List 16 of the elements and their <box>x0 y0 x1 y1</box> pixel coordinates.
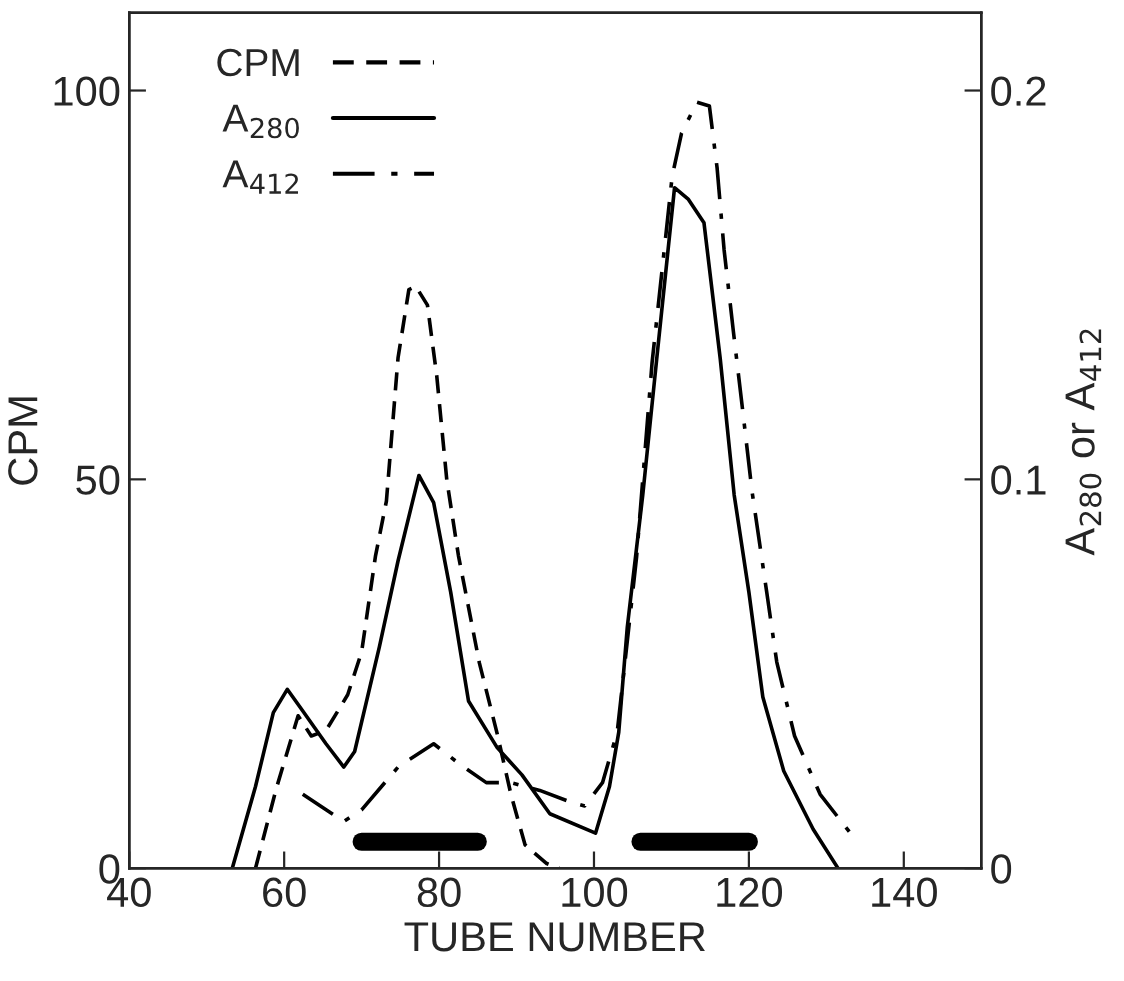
x-tick-label: 80 <box>417 877 461 908</box>
x-axis-title: TUBE NUMBER <box>404 922 705 952</box>
y2-axis-title: A$_{280}$ or A$_{412}$ <box>1065 329 1102 556</box>
y-axis-title: CPM <box>8 397 38 485</box>
x-tick-label: 120 <box>717 877 783 908</box>
legend-label: CPM <box>217 48 299 77</box>
y-tick-label: 100 <box>54 76 120 107</box>
legend-label: A$_{412}$ <box>222 160 299 194</box>
x-tick-label: 140 <box>872 877 937 908</box>
y-tick-label: 50 <box>76 465 120 495</box>
x-tick-label: 60 <box>263 877 306 908</box>
y2-tick-label: 0.1 <box>991 465 1046 495</box>
x-tick-label: 100 <box>562 877 628 908</box>
y2-tick-label: 0.2 <box>991 76 1046 107</box>
y2-tick-label: 0 <box>991 854 1012 884</box>
legend-label: A$_{280}$ <box>222 104 299 139</box>
